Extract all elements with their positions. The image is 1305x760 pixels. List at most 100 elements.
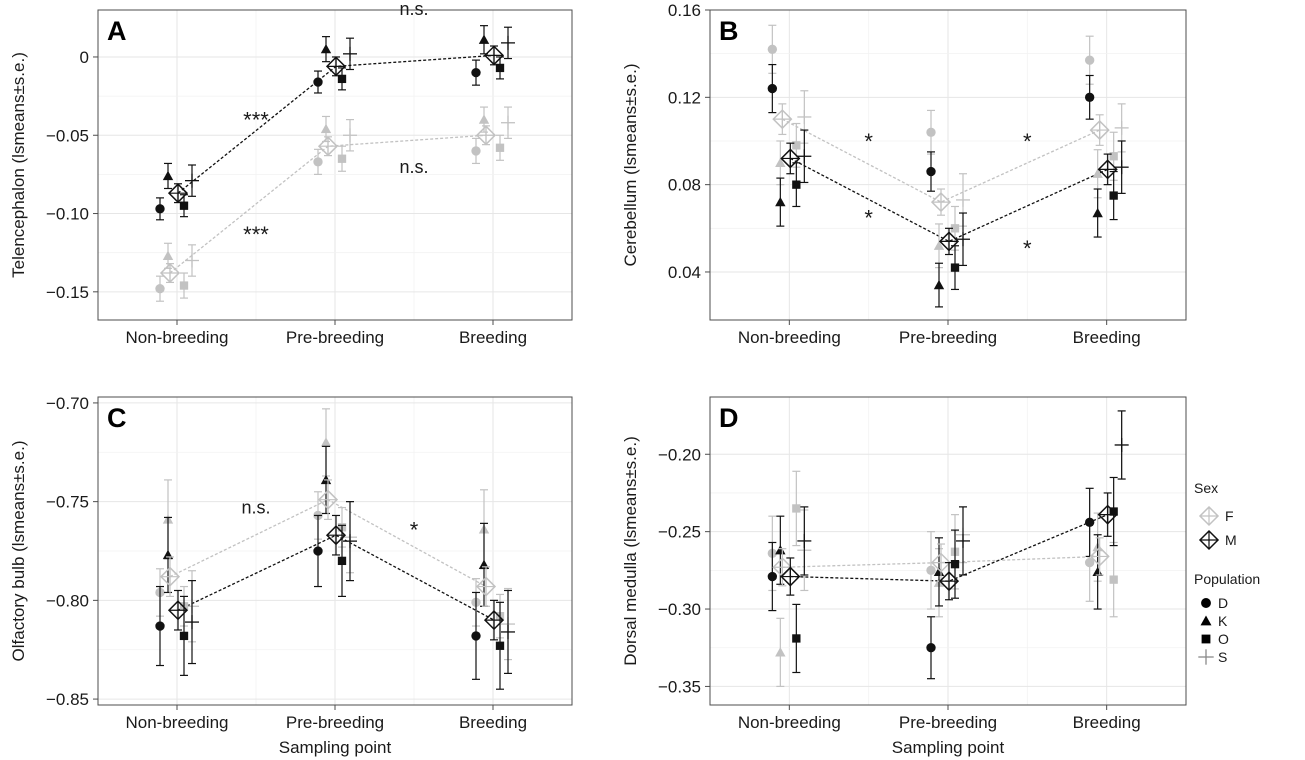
mean-diamond-m: [938, 231, 960, 252]
mean-diamond-m: [167, 600, 189, 621]
legend-title-population: Population: [1194, 571, 1260, 587]
point-m-s: [185, 615, 199, 630]
mean-diamond-f: [475, 576, 497, 597]
y-axis-title: Olfactory bulb (lsmeans±s.e.): [9, 441, 28, 662]
point-f-o: [1109, 152, 1118, 161]
legend-label: D: [1218, 595, 1228, 611]
point-m-d: [767, 571, 778, 582]
point-m-s: [501, 624, 515, 639]
y-tick-label: 0.12: [668, 88, 701, 107]
mean-diamond-m: [780, 566, 801, 587]
point-m-d: [155, 621, 165, 631]
point-m-s: [956, 232, 970, 247]
y-tick-label: 0.16: [668, 1, 701, 20]
point-m-k: [478, 34, 490, 44]
mean-diamond-m: [325, 56, 347, 77]
significance-label: n.s.: [241, 498, 270, 518]
point-f-o: [792, 504, 801, 513]
point-f-k: [1092, 168, 1103, 178]
point-m-k: [775, 545, 786, 555]
y-tick-label: −0.80: [46, 591, 89, 610]
x-tick-label: Breeding: [459, 328, 527, 347]
point-f-k: [478, 114, 490, 124]
y-tick-label: 0.04: [668, 263, 701, 282]
point-m-o: [792, 634, 801, 643]
point-f-k: [320, 437, 332, 447]
point-m-o: [337, 74, 347, 84]
point-m-o: [179, 631, 189, 641]
legend-title-sex: Sex: [1194, 480, 1218, 496]
mean-trend-line-m: [790, 157, 1108, 243]
mean-trend-line-f: [782, 555, 1100, 568]
mean-diamond-m: [325, 525, 347, 546]
point-f-s: [797, 109, 812, 124]
panel-letter: D: [719, 403, 739, 433]
y-axis-title: Dorsal medulla (lsmeans±s.e.): [621, 436, 640, 665]
point-m-k: [1092, 207, 1103, 218]
x-axis-title: Sampling point: [279, 738, 392, 757]
y-tick-label: −0.10: [46, 205, 89, 224]
panel-d: −0.20 −0.25 −0.30 −0.35 Non-breeding Pre-bree…: [621, 396, 1187, 757]
point-m-d: [926, 166, 936, 177]
significance-label: *: [864, 129, 873, 154]
y-tick-label: −0.30: [658, 600, 701, 619]
point-m-d: [313, 546, 323, 556]
significance-label: ***: [243, 222, 269, 247]
y-tick-label: −0.85: [46, 690, 89, 709]
point-f-s: [1114, 120, 1129, 135]
significance-label: *: [1023, 236, 1032, 261]
point-f-s: [501, 115, 515, 130]
point-m-k: [933, 279, 945, 290]
point-f-d: [313, 157, 323, 167]
point-m-k: [162, 170, 174, 181]
point-m-s: [1114, 160, 1129, 175]
y-tick-label: −0.20: [658, 445, 701, 464]
y-tick-label: −0.05: [46, 126, 89, 145]
point-f-s: [956, 192, 970, 207]
point-f-k: [162, 250, 174, 260]
legend-key-sex-m: [1198, 529, 1220, 551]
y-tick-label: 0: [80, 48, 89, 67]
panel-letter: A: [107, 16, 127, 46]
point-m-o: [179, 201, 189, 210]
point-f-o: [179, 281, 189, 290]
point-f-d: [1084, 55, 1095, 65]
panel-letter: C: [107, 403, 127, 433]
point-m-d: [1084, 517, 1095, 528]
legend-label: F: [1225, 508, 1234, 524]
x-tick-label: Non-breeding: [125, 328, 228, 347]
legend-key-pop-k: [1200, 615, 1212, 626]
panel-letter: B: [719, 16, 739, 46]
mean-diamond-m: [1097, 159, 1118, 180]
mean-diamond-f: [475, 125, 497, 146]
x-tick-label: Non-breeding: [738, 713, 841, 732]
point-m-k: [1092, 566, 1103, 577]
point-f-d: [926, 127, 936, 137]
mean-diamond-m: [167, 183, 189, 204]
legend-key-pop-s: [1198, 649, 1214, 665]
point-f-o: [337, 154, 347, 163]
point-m-k: [775, 196, 786, 207]
legend-key-sex-f: [1198, 505, 1220, 527]
mean-diamond-f: [159, 566, 181, 587]
point-m-o: [1109, 191, 1118, 200]
point-m-d: [1084, 92, 1095, 103]
significance-label: n.s.: [399, 0, 428, 19]
point-m-o: [950, 559, 960, 569]
significance-label: *: [1023, 129, 1032, 154]
point-m-d: [767, 83, 778, 94]
mean-diamond-f: [1089, 120, 1110, 141]
mean-trend-line-f: [782, 118, 1100, 203]
point-m-s: [956, 533, 970, 548]
panel-b: 0.04 0.08 0.12 0.16 Non-breeding Pre-breeding…: [621, 1, 1187, 347]
point-f-o: [792, 141, 801, 150]
point-m-o: [337, 556, 347, 566]
x-tick-label: Breeding: [1073, 328, 1141, 347]
mean-diamond-f: [772, 109, 793, 130]
x-tick-label: Breeding: [459, 713, 527, 732]
y-tick-label: −0.70: [46, 394, 89, 413]
mean-diamond-f: [159, 262, 181, 284]
mean-diamond-f: [317, 489, 339, 510]
mean-trend-line-m: [790, 514, 1108, 582]
